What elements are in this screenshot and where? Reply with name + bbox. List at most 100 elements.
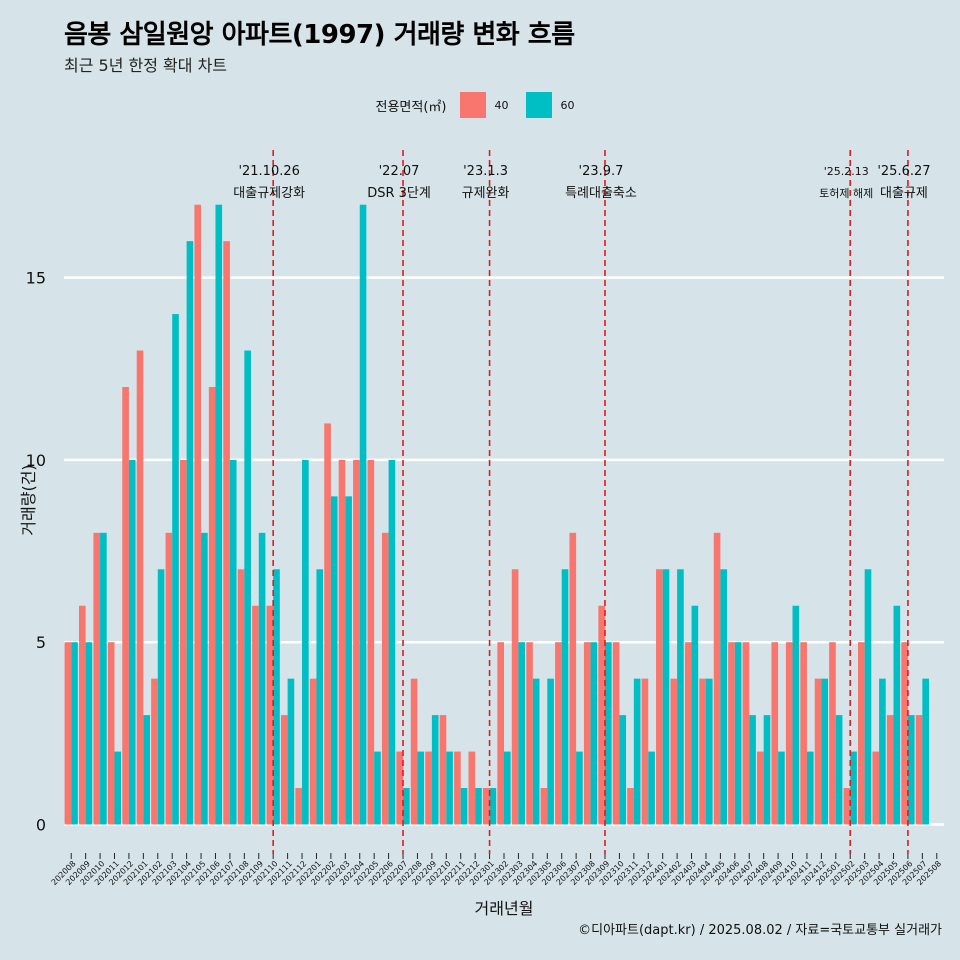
bar-60-202012 — [128, 459, 136, 825]
bar-60-202203 — [345, 496, 352, 825]
bar-60-202108 — [244, 350, 251, 825]
bar-60-202403 — [691, 605, 699, 825]
bar-40-202104 — [179, 459, 187, 825]
bar-40-202105 — [194, 204, 202, 825]
bar-40-202211 — [454, 751, 461, 825]
bar-60-202408 — [763, 715, 771, 825]
legend: 전용면적(㎡) 40 60 — [0, 92, 960, 118]
bar-40-202307 — [569, 532, 577, 825]
bar-40-202107 — [223, 241, 230, 825]
bar-40-202406 — [728, 642, 735, 825]
bar-60-202312 — [648, 751, 655, 825]
bar-40-202407 — [742, 642, 750, 825]
event-date-label: '21.10.26 — [238, 164, 299, 179]
bar-40-202111 — [280, 715, 288, 825]
legend-swatch-60 — [526, 92, 553, 118]
bar-60-202501 — [835, 715, 843, 825]
bar-60-202202 — [330, 496, 338, 825]
bar-60-202406 — [734, 642, 742, 825]
event-date-label: '25.6.27 — [877, 164, 930, 179]
bar-60-202201 — [316, 569, 324, 825]
bar-40-202103 — [165, 532, 173, 825]
bar-60-202309 — [604, 642, 612, 825]
bar-60-202110 — [273, 569, 280, 825]
x-axis-title: 거래년월 — [475, 899, 534, 918]
bar-40-202507 — [915, 715, 923, 825]
bar-60-202011 — [114, 751, 122, 825]
bar-60-202304 — [532, 678, 540, 825]
bar-40-202008 — [64, 642, 72, 825]
legend-label-60: 60 — [560, 98, 575, 112]
event-label: 특례대출축소 — [565, 186, 637, 201]
bar-40-202411 — [800, 642, 807, 825]
bar-60-202305 — [547, 678, 554, 825]
bar-40-202311 — [627, 788, 634, 825]
bar-60-202009 — [85, 642, 93, 825]
bar-60-202210 — [446, 751, 453, 825]
bar-60-202404 — [705, 678, 713, 825]
bar-60-202504 — [879, 678, 886, 825]
event-date-label: '25.2.13 — [824, 165, 869, 178]
bar-40-202408 — [757, 751, 764, 825]
bar-40-202212 — [468, 751, 476, 825]
bar-40-202309 — [598, 605, 605, 825]
bar-40-202210 — [439, 715, 447, 825]
bar-60-202111 — [287, 678, 295, 825]
bar-60-202302 — [504, 751, 511, 825]
bar-40-202306 — [555, 642, 562, 825]
bar-60-202506 — [907, 715, 915, 825]
bar-40-202409 — [771, 642, 779, 825]
bar-40-202208 — [410, 678, 418, 825]
bar-40-202206 — [381, 532, 389, 825]
bar-40-202402 — [670, 678, 678, 825]
bar-40-202012 — [122, 386, 129, 825]
bar-60-202301 — [489, 788, 497, 825]
event-date-label: '22.07 — [379, 164, 420, 179]
bar-60-202503 — [864, 569, 872, 825]
bar-40-202110 — [266, 605, 274, 825]
bar-60-202209 — [431, 715, 439, 825]
event-label: DSR 3단계 — [367, 186, 431, 201]
bar-60-202311 — [633, 678, 641, 825]
bar-40-202203 — [338, 459, 346, 825]
bar-60-202402 — [677, 569, 684, 825]
bar-40-202010 — [93, 532, 101, 825]
bar-60-202206 — [388, 459, 396, 825]
y-tick-label: 15 — [26, 269, 46, 288]
event-label: 토허제 해제 — [819, 186, 873, 200]
bar-40-202312 — [641, 678, 649, 825]
bar-40-202201 — [309, 678, 317, 825]
bar-60-202212 — [475, 788, 482, 825]
legend-swatch-40 — [460, 92, 487, 118]
bar-60-202105 — [201, 532, 208, 825]
bar-60-202307 — [576, 751, 583, 825]
bar-60-202306 — [561, 569, 569, 825]
bar-60-202101 — [143, 715, 150, 825]
bar-40-202101 — [136, 350, 144, 825]
bar-60-202409 — [778, 751, 785, 825]
bar-40-202112 — [295, 788, 303, 825]
bar-40-202011 — [107, 642, 115, 825]
bar-40-202504 — [872, 751, 880, 825]
bar-60-202303 — [518, 642, 526, 825]
chart-subtitle: 최근 5년 한정 확대 차트 — [64, 56, 228, 75]
bar-40-202502 — [843, 788, 851, 825]
bar-40-202401 — [656, 569, 663, 825]
bar-60-202207 — [403, 788, 410, 825]
bar-40-202305 — [540, 788, 548, 825]
bar-60-202112 — [302, 459, 309, 825]
bar-60-202106 — [215, 204, 223, 825]
bar-40-202308 — [583, 642, 591, 825]
bar-60-202104 — [186, 241, 194, 825]
bar-40-202109 — [252, 605, 259, 825]
bar-40-202302 — [497, 642, 504, 825]
y-tick-label: 10 — [26, 451, 46, 470]
bar-60-202310 — [619, 715, 627, 825]
bar-60-202505 — [893, 605, 901, 825]
y-tick-label: 0 — [36, 815, 46, 834]
bar-60-202107 — [229, 459, 237, 825]
bar-40-202009 — [79, 605, 86, 825]
bar-60-202109 — [258, 532, 266, 825]
bar-40-202304 — [526, 642, 533, 825]
